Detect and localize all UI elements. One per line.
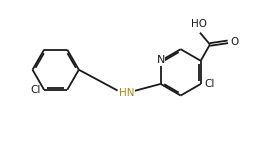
Text: N: N xyxy=(157,55,165,65)
Text: Cl: Cl xyxy=(204,79,214,89)
Text: HO: HO xyxy=(191,19,207,29)
Text: HN: HN xyxy=(119,88,134,98)
Text: O: O xyxy=(230,37,239,47)
Text: Cl: Cl xyxy=(31,85,41,95)
